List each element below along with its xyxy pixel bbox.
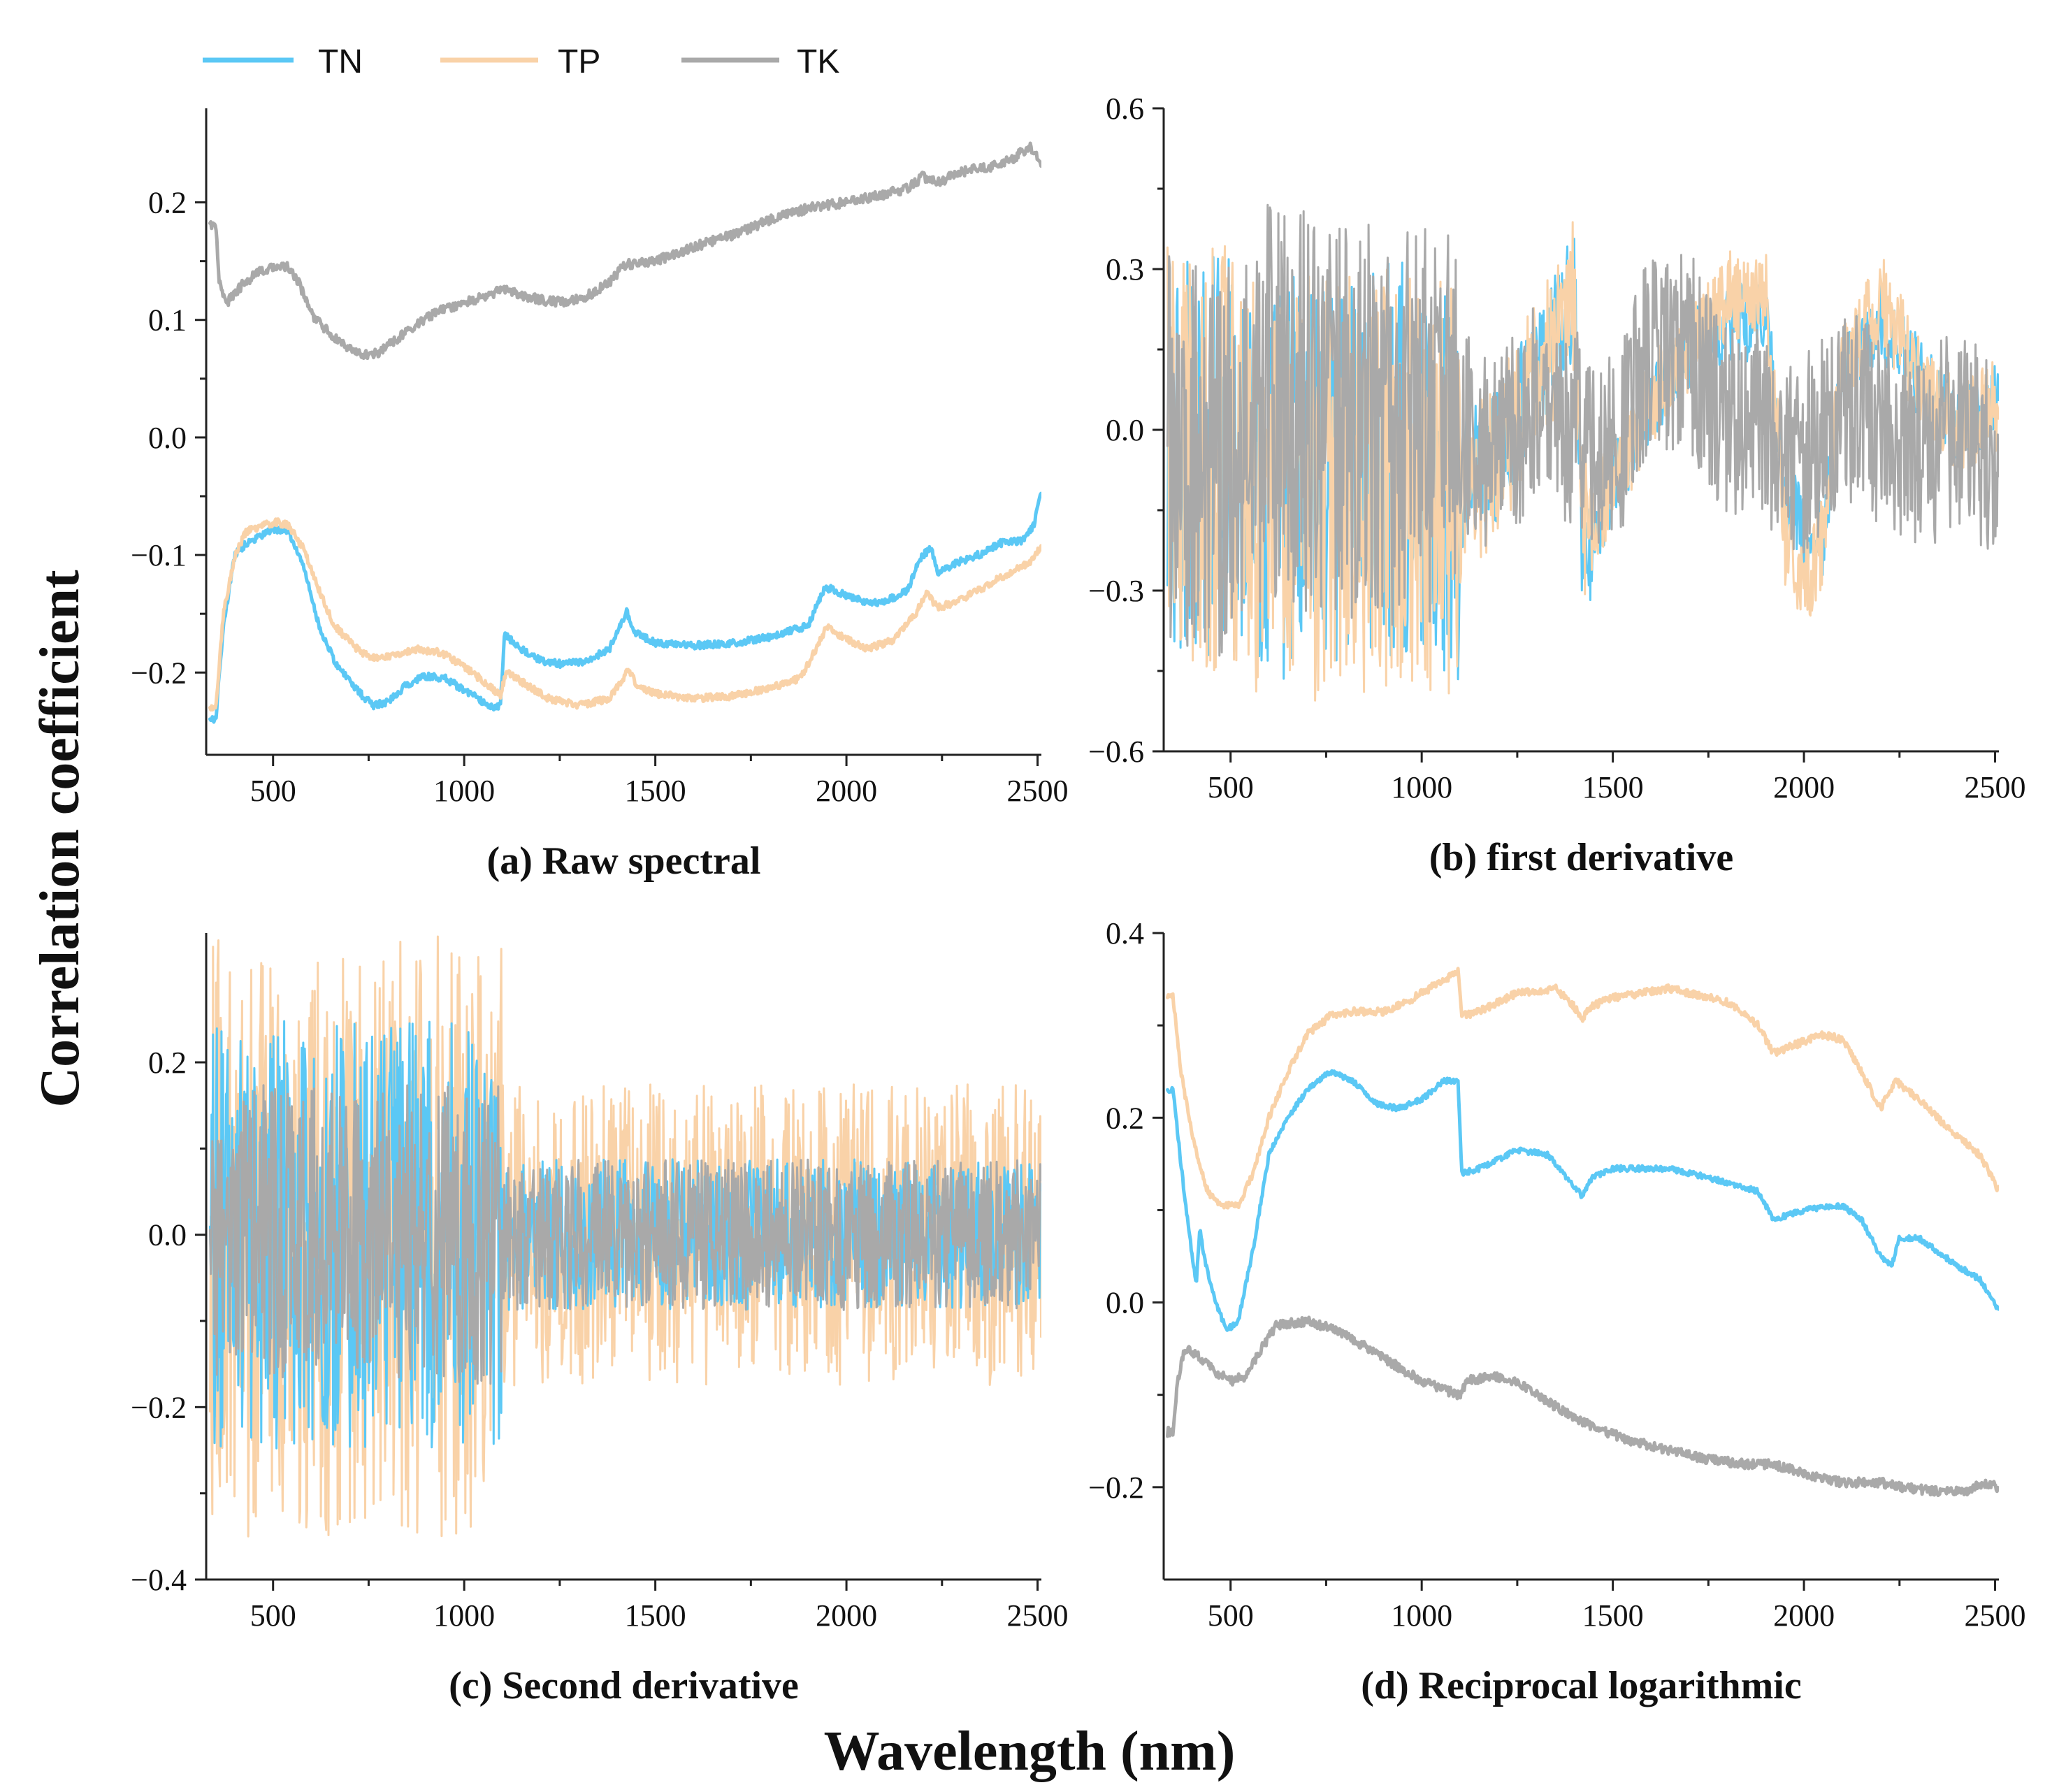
legend-label-tn: TN — [318, 43, 363, 80]
x-tick-label: 2500 — [1007, 1598, 1069, 1633]
y-tick-label: 0.1 — [148, 303, 187, 338]
y-tick-label: 0.2 — [1106, 1101, 1144, 1135]
legend-label-tk: TK — [797, 43, 839, 80]
x-tick-label: 1000 — [1391, 1598, 1452, 1633]
panel-c-title: (c) Second derivative — [449, 1664, 799, 1707]
x-tick-label: 2000 — [1773, 1598, 1835, 1633]
x-tick-label: 2500 — [1007, 774, 1069, 808]
y-tick-label: 0.0 — [148, 421, 187, 455]
series-tn-line — [208, 491, 1041, 724]
y-tick-label: 0.3 — [1106, 252, 1144, 287]
y-tick-label: 0.0 — [1106, 1286, 1144, 1320]
series-tp-line — [208, 517, 1041, 712]
series-tk-line — [1166, 1315, 1999, 1498]
panel-b-series — [1166, 203, 1999, 702]
panel-b-title: (b) first derivative — [1429, 836, 1733, 879]
series-tk-line — [208, 141, 1041, 361]
y-tick-label: −0.4 — [131, 1563, 187, 1597]
y-tick-label: 0.0 — [1106, 413, 1144, 447]
panel-b-first-derivative: 500 1000 1500 2000 2500 −0.6 −0.3 0.0 0.3 0.6 (b) … — [1088, 92, 2025, 879]
x-tick-label: 1000 — [433, 774, 495, 808]
y-axis-title: Correlation coefficient — [29, 570, 91, 1108]
series-tn-line — [1166, 1069, 1999, 1332]
y-tick-label: 0.2 — [148, 1046, 187, 1080]
y-tick-label: 0.4 — [1106, 916, 1144, 951]
x-tick-label: 500 — [1208, 1598, 1254, 1633]
y-tick-label: −0.2 — [131, 656, 187, 690]
x-tick-label: 2000 — [816, 1598, 877, 1633]
x-tick-label: 2500 — [1965, 1598, 2026, 1633]
y-tick-label: −0.2 — [1088, 1471, 1144, 1505]
x-tick-label: 1500 — [1582, 1598, 1644, 1633]
y-tick-label: 0.0 — [148, 1218, 187, 1252]
panel-d-series — [1166, 967, 1999, 1498]
series-tp-line — [1166, 967, 1999, 1210]
x-tick-label: 1000 — [433, 1598, 495, 1633]
x-tick-label: 2000 — [1773, 770, 1835, 804]
panel-a-raw-spectral: 500 1000 1500 2000 2500 −0.2 −0.1 0.0 0.1 0.2 (a) … — [131, 108, 1069, 883]
y-tick-label: −0.1 — [131, 538, 187, 572]
y-tick-label: −0.2 — [131, 1390, 187, 1424]
y-tick-label: 0.6 — [1106, 92, 1144, 126]
x-axis-title: Wavelength (nm) — [824, 1721, 1236, 1782]
y-tick-label: −0.6 — [1088, 735, 1144, 769]
series-tk-line — [209, 1084, 1041, 1385]
series-tk-line — [1166, 203, 1999, 657]
x-tick-label: 1500 — [1582, 770, 1644, 804]
x-tick-label: 1000 — [1391, 770, 1452, 804]
x-tick-label: 500 — [1208, 770, 1254, 804]
legend-label-tp: TP — [558, 43, 600, 80]
y-tick-label: 0.2 — [148, 186, 187, 220]
x-tick-label: 2000 — [816, 774, 877, 808]
panel-c-second-derivative: 500 1000 1500 2000 2500 −0.4 −0.2 0.0 0.2 (c) Sec… — [131, 933, 1069, 1707]
x-tick-label: 500 — [250, 774, 296, 808]
panel-a-title: (a) Raw spectral — [487, 839, 761, 883]
legend: TN TP TK — [203, 43, 839, 80]
x-tick-label: 500 — [250, 1598, 296, 1633]
panel-c-series — [209, 935, 1041, 1538]
x-tick-label: 2500 — [1965, 770, 2026, 804]
x-tick-label: 1500 — [625, 1598, 686, 1633]
x-tick-label: 1500 — [625, 774, 686, 808]
y-tick-label: −0.3 — [1088, 574, 1144, 608]
panel-a-series — [208, 141, 1041, 724]
panel-d-title: (d) Reciprocal logarithmic — [1361, 1664, 1801, 1707]
panel-d-reciprocal-logarithmic: 500 1000 1500 2000 2500 −0.2 0.0 0.2 0.4 (d) Reci… — [1088, 916, 2025, 1707]
